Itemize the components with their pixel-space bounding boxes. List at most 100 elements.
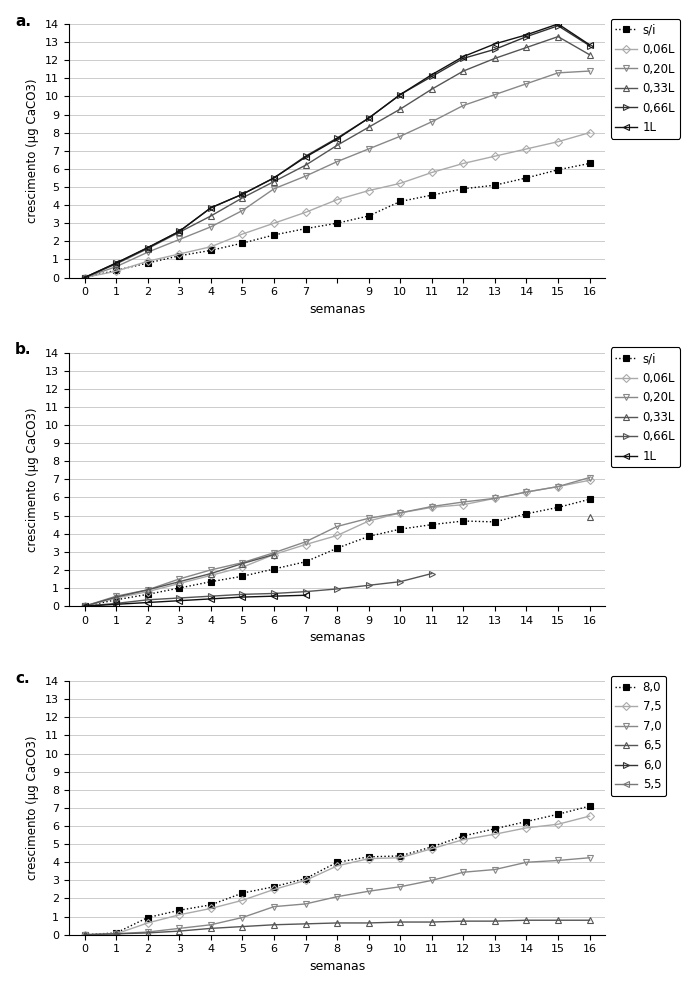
7,5: [112, 928, 120, 940]
0,20L: [206, 564, 215, 576]
1L: [238, 591, 247, 603]
0,33L: [333, 139, 341, 151]
7,5: [175, 909, 183, 921]
0,06L: [585, 126, 594, 138]
7,0: [554, 855, 562, 866]
0,06L: [238, 228, 247, 240]
0,20L: [112, 590, 120, 602]
0,06L: [144, 586, 152, 598]
s/i: [206, 576, 215, 588]
0,06L: [554, 480, 562, 492]
0,06L: [396, 178, 404, 190]
1L: [459, 50, 468, 62]
8,0: [396, 850, 404, 862]
0,33L: [427, 83, 436, 95]
s/i: [112, 594, 120, 606]
0,20L: [81, 272, 89, 284]
1L: [270, 590, 278, 602]
s/i: [491, 179, 499, 191]
Line: 0,66L: 0,66L: [82, 23, 592, 281]
s/i: [206, 244, 215, 256]
s/i: [270, 563, 278, 575]
Line: 8,0: 8,0: [82, 803, 592, 938]
8,0: [206, 899, 215, 911]
0,06L: [364, 185, 373, 197]
0,06L: [491, 150, 499, 162]
Line: 0,33L: 0,33L: [82, 34, 592, 281]
0,66L: [206, 202, 215, 213]
1L: [175, 595, 183, 607]
0,33L: [523, 41, 531, 53]
6,5: [585, 914, 594, 926]
0,33L: [270, 548, 278, 560]
8,0: [81, 929, 89, 941]
6,5: [554, 914, 562, 926]
0,06L: [81, 600, 89, 612]
0,66L: [81, 600, 89, 612]
Line: 0,06L: 0,06L: [82, 477, 592, 609]
s/i: [554, 502, 562, 514]
7,5: [491, 828, 499, 840]
0,20L: [175, 573, 183, 585]
7,5: [554, 818, 562, 830]
Line: 7,5: 7,5: [82, 813, 592, 938]
Line: 0,20L: 0,20L: [82, 475, 592, 609]
7,0: [81, 929, 89, 941]
0,20L: [491, 89, 499, 101]
7,0: [364, 885, 373, 897]
0,20L: [554, 480, 562, 492]
0,20L: [333, 156, 341, 168]
Text: b.: b.: [15, 343, 32, 358]
7,5: [270, 883, 278, 895]
1L: [364, 113, 373, 124]
s/i: [523, 172, 531, 184]
0,06L: [585, 474, 594, 486]
0,66L: [238, 589, 247, 601]
1L: [554, 18, 562, 30]
Line: 0,06L: 0,06L: [82, 129, 592, 281]
0,20L: [585, 471, 594, 483]
0,33L: [144, 584, 152, 596]
6,5: [81, 929, 89, 941]
0,06L: [112, 592, 120, 604]
0,20L: [364, 513, 373, 525]
0,06L: [333, 530, 341, 541]
s/i: [396, 524, 404, 535]
0,06L: [459, 499, 468, 511]
0,20L: [175, 233, 183, 245]
Line: 0,33L: 0,33L: [82, 551, 277, 609]
1L: [302, 589, 310, 601]
1L: [427, 69, 436, 81]
7,0: [585, 852, 594, 864]
0,66L: [112, 598, 120, 610]
1L: [206, 593, 215, 605]
0,66L: [270, 588, 278, 600]
0,06L: [459, 157, 468, 169]
6,5: [491, 915, 499, 927]
0,06L: [427, 502, 436, 514]
0,66L: [333, 583, 341, 595]
6,5: [396, 916, 404, 928]
7,0: [427, 874, 436, 886]
8,0: [364, 851, 373, 863]
1L: [302, 151, 310, 163]
s/i: [238, 237, 247, 249]
Text: a.: a.: [15, 14, 31, 29]
0,33L: [396, 103, 404, 115]
s/i: [427, 519, 436, 531]
s/i: [585, 493, 594, 505]
0,06L: [81, 272, 89, 284]
0,66L: [302, 150, 310, 162]
Legend: s/i, 0,06L, 0,20L, 0,33L, 0,66L, 1L: s/i, 0,06L, 0,20L, 0,33L, 0,66L, 1L: [611, 19, 680, 138]
0,20L: [81, 600, 89, 612]
0,66L: [523, 31, 531, 42]
0,20L: [333, 521, 341, 533]
0,06L: [270, 217, 278, 229]
0,20L: [459, 496, 468, 508]
0,06L: [175, 578, 183, 590]
0,33L: [81, 272, 89, 284]
1L: [175, 225, 183, 237]
0,66L: [175, 225, 183, 237]
6,5: [270, 919, 278, 931]
0,20L: [270, 546, 278, 558]
